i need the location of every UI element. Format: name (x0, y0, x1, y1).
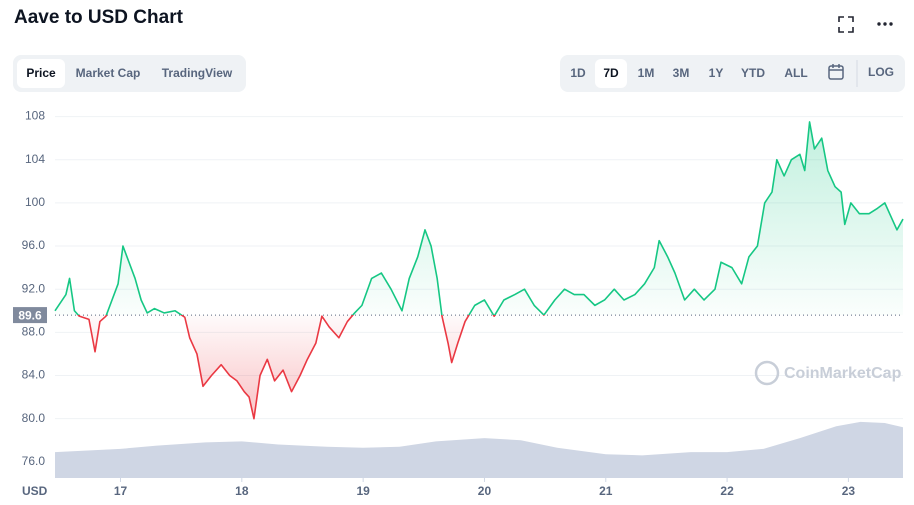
range-button[interactable]: YTD (741, 66, 765, 80)
range-button[interactable]: 3M (673, 66, 690, 80)
tab[interactable]: TradingView (162, 66, 233, 80)
y-tick-label: 88.0 (22, 325, 46, 339)
y-tick-label: 100 (25, 195, 45, 209)
x-tick-label: 22 (720, 484, 734, 498)
y-tick-label: 76.0 (22, 454, 46, 468)
watermark: CoinMarketCap (754, 360, 902, 386)
price-line (54, 121, 904, 420)
plot: 76.0 80.0 84.0 88.0 92.0 96.0 100 104 108 17 18 19 2… (13, 109, 904, 498)
range-button[interactable]: 7D (603, 66, 619, 80)
watermark-text: CoinMarketCap (784, 365, 902, 382)
y-tick-label: 92.0 (22, 281, 46, 295)
y-tick-label: 80.0 (22, 411, 46, 425)
range-button[interactable]: ALL (784, 66, 807, 80)
watermark-logo (754, 360, 780, 386)
x-tick-label: 21 (599, 484, 613, 498)
expand-icon[interactable] (838, 16, 854, 33)
range-bar (560, 55, 905, 92)
log-button[interactable]: LOG (868, 65, 894, 79)
range-button[interactable]: 1M (638, 66, 655, 80)
tab-bar (13, 55, 246, 92)
tab-selected (17, 59, 65, 88)
x-tick-label: 23 (842, 484, 856, 498)
y-tick-label: 96.0 (22, 238, 46, 252)
range-selected (595, 59, 627, 88)
baseline-badge (13, 307, 47, 324)
more-icon[interactable] (877, 22, 893, 26)
y-tick-label: 104 (25, 152, 45, 166)
x-tick-label: 19 (356, 484, 370, 498)
x-tick-label: 18 (235, 484, 249, 498)
volume-area (55, 421, 903, 478)
range-button[interactable]: 1Y (709, 66, 724, 80)
y-unit: USD (22, 484, 48, 498)
tab[interactable]: Market Cap (76, 66, 141, 80)
tab[interactable]: Price (26, 66, 56, 80)
y-tick-label: 84.0 (22, 368, 46, 382)
x-tick-label: 17 (114, 484, 128, 498)
chart-title: Aave to USD Chart (14, 7, 184, 28)
calendar-icon[interactable] (828, 64, 844, 80)
price-area (55, 121, 903, 419)
controls: Price Market Cap TradingView 1D 7D 1M 3M 1Y YTD A… (17, 59, 894, 88)
baseline-label: 89.6 (18, 308, 42, 322)
y-tick-label: 108 (25, 109, 45, 123)
range-button[interactable]: 1D (570, 66, 586, 80)
x-tick-label: 20 (478, 484, 492, 498)
